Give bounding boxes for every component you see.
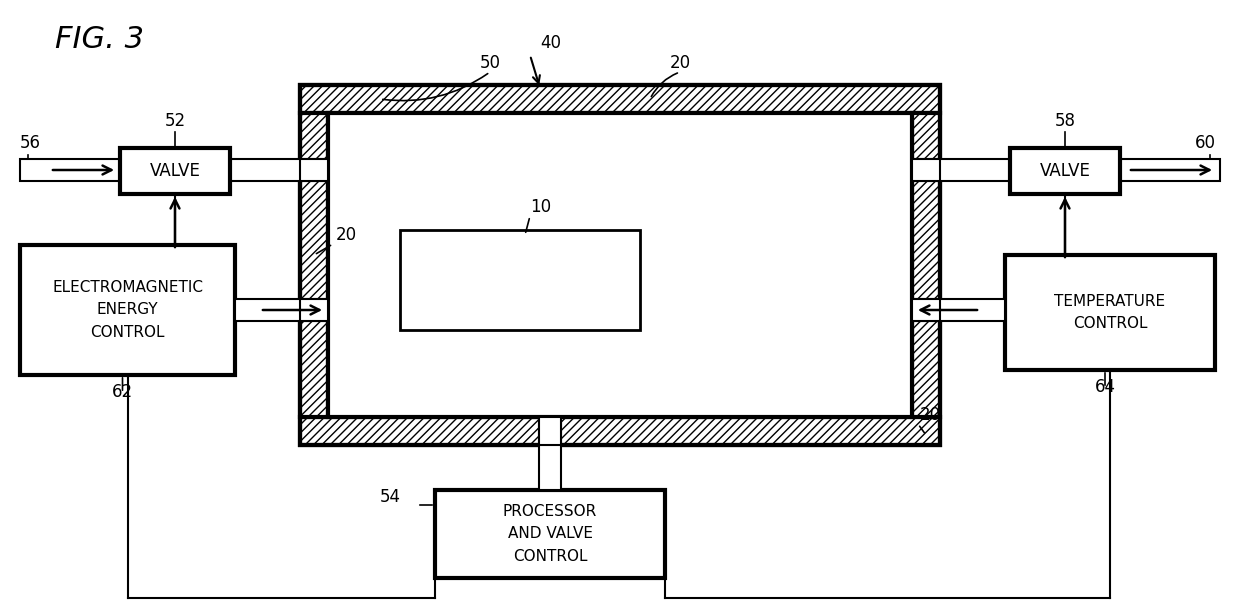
Text: 40: 40 bbox=[539, 34, 560, 52]
Text: 52: 52 bbox=[165, 112, 186, 130]
Bar bbox=[911, 113, 940, 417]
Bar bbox=[911, 299, 940, 321]
Bar bbox=[911, 159, 940, 181]
Bar bbox=[236, 299, 329, 321]
Text: 60: 60 bbox=[1195, 134, 1216, 152]
Bar bbox=[300, 113, 329, 417]
Bar bbox=[20, 159, 120, 181]
Bar bbox=[300, 299, 329, 321]
Bar bbox=[1004, 255, 1215, 370]
Bar bbox=[329, 113, 911, 417]
Text: TEMPERATURE
CONTROL: TEMPERATURE CONTROL bbox=[1054, 294, 1166, 331]
Bar bbox=[911, 299, 940, 321]
Bar bbox=[329, 113, 911, 417]
Text: 54: 54 bbox=[379, 488, 401, 506]
Text: VALVE: VALVE bbox=[1039, 162, 1090, 180]
Bar bbox=[300, 159, 329, 181]
Text: ELECTROMAGNETIC
ENERGY
CONTROL: ELECTROMAGNETIC ENERGY CONTROL bbox=[52, 280, 203, 339]
Bar bbox=[1011, 148, 1120, 194]
Text: 10: 10 bbox=[529, 198, 551, 216]
Bar bbox=[300, 299, 329, 321]
Bar bbox=[229, 159, 329, 181]
Bar bbox=[120, 148, 229, 194]
Bar bbox=[1120, 159, 1220, 181]
Text: 58: 58 bbox=[1054, 112, 1075, 130]
Bar bbox=[911, 159, 940, 181]
Bar bbox=[401, 230, 640, 330]
Bar bbox=[20, 245, 236, 375]
Text: 20: 20 bbox=[336, 226, 357, 244]
Bar bbox=[539, 417, 560, 445]
Text: 20: 20 bbox=[670, 54, 691, 72]
Text: 56: 56 bbox=[20, 134, 41, 152]
Text: 62: 62 bbox=[112, 383, 133, 401]
Text: VALVE: VALVE bbox=[150, 162, 201, 180]
Bar bbox=[300, 417, 940, 445]
Bar bbox=[300, 85, 940, 113]
Text: PROCESSOR
AND VALVE
CONTROL: PROCESSOR AND VALVE CONTROL bbox=[503, 504, 598, 564]
Text: 20: 20 bbox=[920, 406, 941, 424]
Bar bbox=[539, 417, 560, 445]
Bar bbox=[911, 299, 1004, 321]
Bar bbox=[300, 159, 329, 181]
Text: 50: 50 bbox=[480, 54, 501, 72]
Text: FIG. 3: FIG. 3 bbox=[55, 25, 144, 54]
Bar bbox=[911, 159, 1011, 181]
Bar bbox=[539, 417, 560, 490]
Bar bbox=[435, 490, 665, 578]
Text: 64: 64 bbox=[1095, 378, 1116, 396]
Bar bbox=[300, 85, 940, 445]
